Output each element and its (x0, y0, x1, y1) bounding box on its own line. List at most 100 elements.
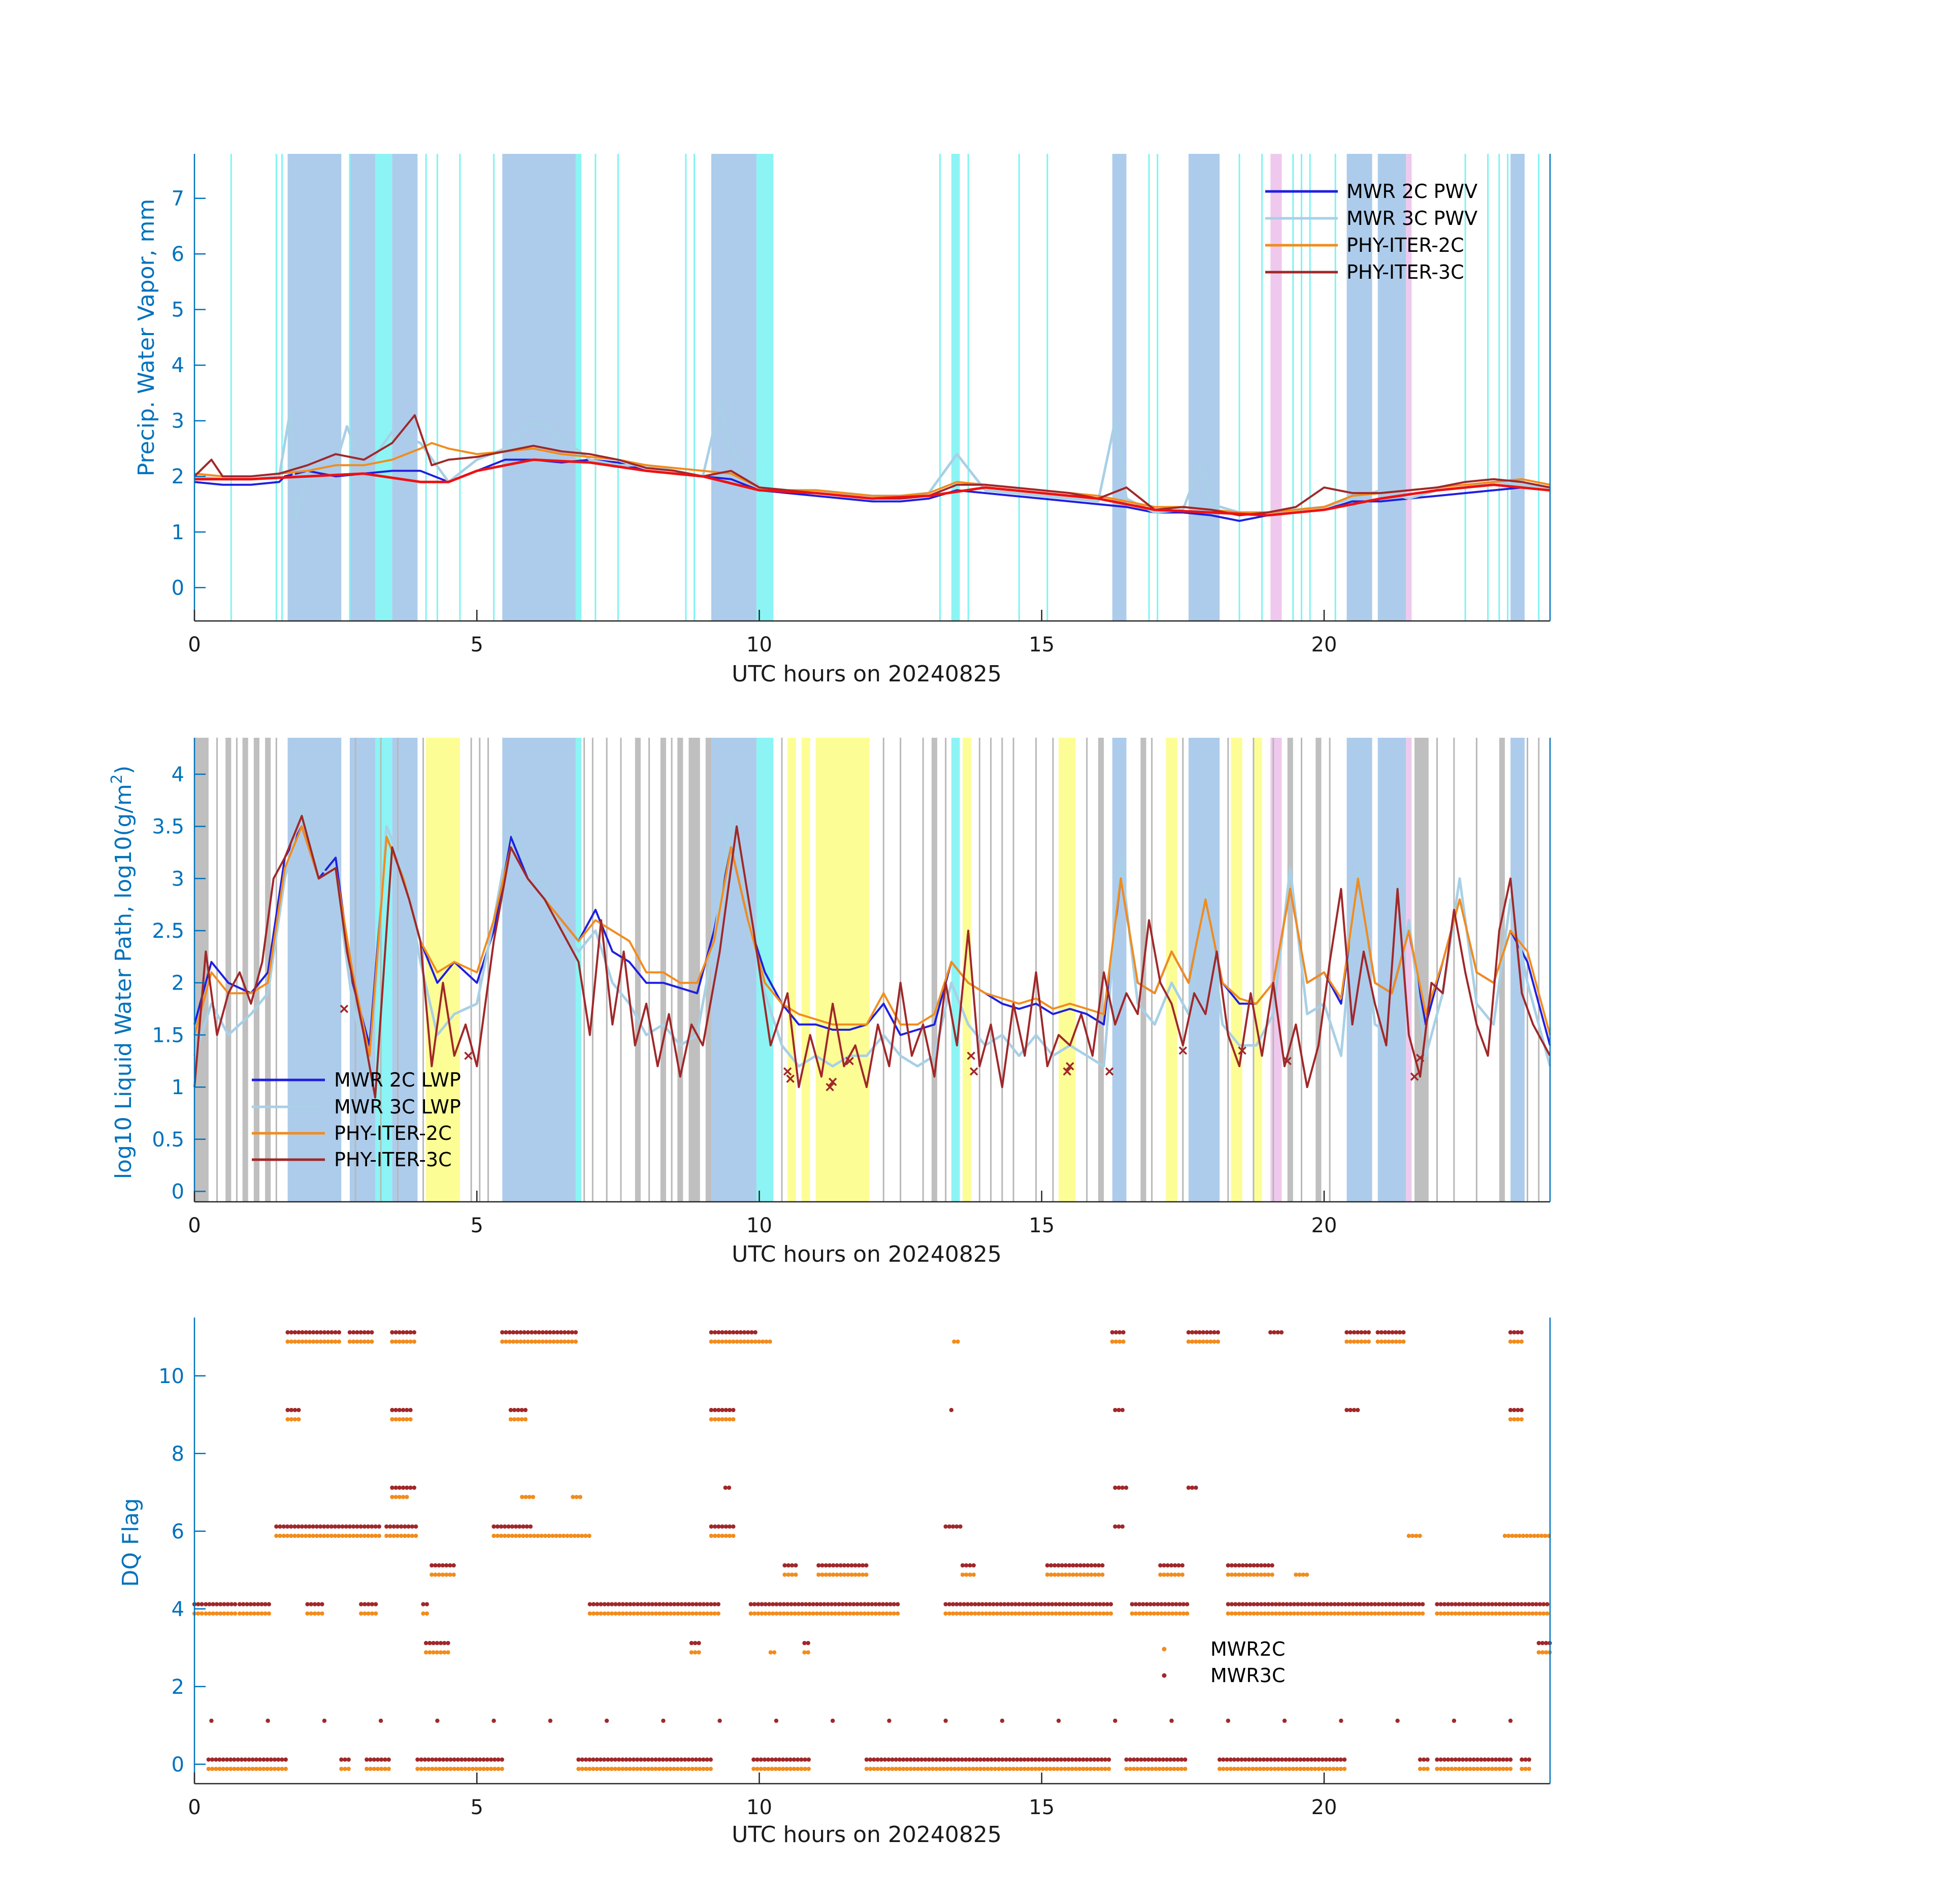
x-marker-1 (464, 1052, 473, 1060)
dq-dot-mwr2c (583, 1533, 588, 1538)
dq-dot-mwr3c (679, 1757, 684, 1762)
dq-dot-mwr3c (481, 1757, 486, 1762)
dq-dot-mwr2c (1124, 1766, 1129, 1771)
series-line-phy-iter-2c (194, 442, 1551, 514)
dq-dot-mwr2c (1520, 1766, 1524, 1771)
dq-dot-mwr2c (204, 1611, 208, 1616)
dq-dot-mwr2c (1508, 1611, 1513, 1616)
dq-dot-mwr3c (811, 1602, 815, 1606)
dq-dot-mwr3c (555, 1330, 560, 1335)
dq-dot-mwr2c (330, 1339, 334, 1344)
dq-dot-mwr3c (1048, 1757, 1052, 1762)
dq-dot-mwr2c (746, 1339, 750, 1344)
dq-dot-mwr3c (752, 1602, 757, 1606)
dq-dot-mwr3c (1457, 1602, 1462, 1606)
dq-dot-mwr3c (314, 1524, 319, 1529)
band-blue-4 (711, 738, 756, 1202)
dq-dot-mwr2c (289, 1533, 293, 1538)
dq-dot-mwr3c (753, 1330, 758, 1335)
dq-dot-mwr2c (1479, 1611, 1484, 1616)
dq-dot-mwr2c (300, 1533, 305, 1538)
dq-dot-mwr3c (587, 1602, 593, 1606)
legend-label-mwr2c-pwv: MWR 2C PWV (1346, 180, 1477, 203)
dq-dot-mwr2c (1237, 1572, 1241, 1577)
dq-dot-mwr3c (1233, 1602, 1238, 1606)
dq-dot-mwr2c (1325, 1611, 1330, 1616)
dq-dot-mwr3c (1229, 1602, 1234, 1606)
dq-dot-mwr2c (716, 1611, 721, 1616)
dq-dot-mwr2c (613, 1766, 618, 1771)
dq-dot-mwr3c (930, 1757, 935, 1762)
dq-dot-mwr3c (668, 1757, 673, 1762)
x-marker-8 (970, 1067, 978, 1076)
dq-dot-mwr2c (504, 1339, 508, 1344)
dq-dot-mwr2c (1305, 1766, 1310, 1771)
dq-dot-mwr2c (731, 1533, 736, 1538)
lwp-xlabel: UTC hours on 20240825 (732, 1241, 1002, 1267)
dq-dot-mwr3c (566, 1330, 571, 1335)
dq-dot-mwr3c (1457, 1757, 1462, 1762)
dq-dot-mwr3c (340, 1524, 345, 1529)
dq-dot-mwr3c (1250, 1757, 1255, 1762)
dq-dot-mwr2c (1450, 1611, 1454, 1616)
dq-dot-mwr2c (675, 1766, 680, 1771)
dq-dot-mwr3c (1237, 1563, 1241, 1568)
dq-dot-mwr3c (1004, 1757, 1008, 1762)
dq-dot-mwr3c (1162, 1563, 1166, 1568)
dq-dot-mwr2c (533, 1339, 538, 1344)
dq-dot-mwr3c (606, 1757, 610, 1762)
dq-y-tick-label-3: 6 (172, 1520, 184, 1544)
dq-dot-mwr3c (1150, 1757, 1155, 1762)
dq-dot-mwr2c (478, 1766, 482, 1771)
dq-dot-mwr2c (857, 1572, 862, 1577)
dq-dot-mwr3c (1190, 1485, 1195, 1490)
dq-dot-mwr2c (1504, 1611, 1509, 1616)
dq-dot-mwr2c (941, 1766, 946, 1771)
dq-dot-mwr2c (576, 1766, 581, 1771)
dq-dot-mwr3c (1418, 1757, 1423, 1762)
dq-dot-mwr2c (347, 1339, 352, 1344)
dq-dot-mwr2c (1479, 1766, 1484, 1771)
dq-dot-mwr2c (609, 1611, 614, 1616)
dq-dot-mwr2c (1380, 1611, 1385, 1616)
dq-dot-mwr2c (225, 1611, 230, 1616)
dq-dot-mwr2c (1000, 1766, 1005, 1771)
dq-dot-mwr2c (989, 1766, 994, 1771)
dq-dot-mwr2c (412, 1339, 416, 1344)
dq-dot-mwr2c (530, 1339, 534, 1344)
dq-dot-mwr2c (995, 1611, 1000, 1616)
dq-dot-mwr2c (441, 1766, 446, 1771)
dq-dot-mwr2c (343, 1766, 347, 1771)
band-gray-11 (1098, 738, 1104, 1202)
dq-dot-mwr3c (915, 1757, 920, 1762)
dq-dot-mwr3c (985, 1757, 990, 1762)
dq-dot-mwr3c (1146, 1757, 1151, 1762)
dq-dot-mwr3c (1021, 1602, 1025, 1606)
dq-dot-mwr3c (1296, 1602, 1300, 1606)
legend-label-phy2c: PHY-ITER-2C (1346, 234, 1464, 256)
dq-dot-mwr2c (1179, 1766, 1184, 1771)
dq-dot-mwr3c (1321, 1602, 1326, 1606)
pwv-x-tick-label-2: 10 (746, 633, 772, 656)
dq-dot-mwr3c (781, 1602, 786, 1606)
dq-dot-mwr3c (576, 1757, 581, 1762)
dq-dot-mwr3c (1464, 1602, 1469, 1606)
dq-dot-mwr3c (1244, 1602, 1249, 1606)
series-line-red (194, 458, 1551, 517)
dq-dot-mwr3c (1233, 1563, 1238, 1568)
dq-dot-mwr2c (393, 1495, 398, 1499)
dq-dot-mwr3c (1366, 1330, 1371, 1335)
dq-dot-mwr3c (1347, 1602, 1352, 1606)
dq-dot-mwr2c (1358, 1611, 1363, 1616)
dq-dot-mwr3c (934, 1757, 939, 1762)
dq-dot-mwr3c (1151, 1602, 1157, 1606)
dq-dot-mwr3c (806, 1640, 810, 1646)
dq-dot-mwr3c (1244, 1563, 1249, 1568)
dq-dot-mwr2c (599, 1611, 603, 1616)
dq-dot-mwr3c (1084, 1757, 1089, 1762)
dq-dot-mwr3c (1335, 1757, 1339, 1762)
dq-dot-mwr3c (675, 1757, 680, 1762)
dq-dot-mwr3c (895, 1602, 900, 1606)
dq-dot-mwr2c (218, 1611, 223, 1616)
dq-dot-mwr2c (624, 1766, 629, 1771)
